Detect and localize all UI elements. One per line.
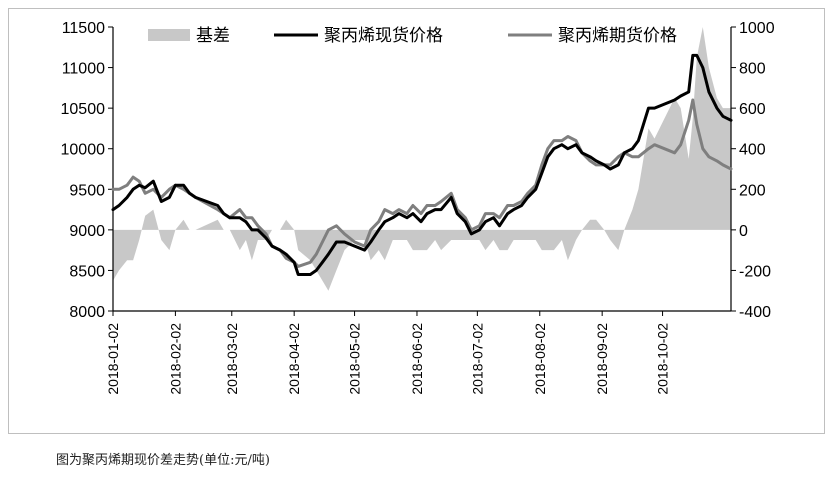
x-tick-label: 2018-04-02 xyxy=(286,323,302,395)
basis-area xyxy=(113,27,731,291)
right-tick-label: 0 xyxy=(739,223,748,240)
basis-area-layer xyxy=(113,27,731,291)
axes-layer: 800085009000950010000105001100011500-400… xyxy=(61,20,775,395)
left-tick-label: 9500 xyxy=(69,182,105,199)
left-tick-label: 8000 xyxy=(69,304,105,321)
left-tick-label: 11500 xyxy=(62,20,105,37)
left-tick-label: 11000 xyxy=(62,61,105,78)
left-tick-label: 10000 xyxy=(61,142,106,159)
chart-frame xyxy=(8,8,825,434)
legend-label-futures: 聚丙烯期货价格 xyxy=(558,26,677,46)
right-tick-label: -200 xyxy=(739,263,771,280)
x-tick-label: 2018-07-02 xyxy=(469,323,485,395)
x-tick-label: 2018-01-02 xyxy=(105,323,121,395)
spot-price-line xyxy=(111,53,733,276)
x-tick-label: 2018-10-02 xyxy=(655,323,671,395)
legend-swatch-basis xyxy=(148,29,190,41)
x-tick-label: 2018-02-02 xyxy=(167,323,183,395)
x-tick-label: 2018-03-02 xyxy=(224,323,240,395)
basis-chart: 800085009000950010000105001100011500-400… xyxy=(61,20,775,395)
legend-label-basis: 基差 xyxy=(196,26,230,46)
left-tick-label: 9000 xyxy=(69,223,105,240)
x-tick-label: 2018-05-02 xyxy=(347,323,363,395)
x-tick-label: 2018-06-02 xyxy=(409,323,425,395)
legend-label-spot: 聚丙烯现货价格 xyxy=(324,26,443,46)
right-tick-label: 600 xyxy=(739,101,766,118)
right-tick-label: 400 xyxy=(739,142,766,159)
price-lines-layer xyxy=(111,53,733,276)
x-tick-label: 2018-09-02 xyxy=(594,323,610,395)
right-tick-label: 200 xyxy=(739,182,766,199)
right-tick-label: 1000 xyxy=(739,20,775,37)
legend: 基差 聚丙烯现货价格 聚丙烯期货价格 xyxy=(148,26,677,46)
left-tick-label: 10500 xyxy=(61,101,106,118)
right-tick-label: 800 xyxy=(739,61,766,78)
chart-caption: 图为聚丙烯期现价差走势(单位:元/吨) xyxy=(56,453,270,468)
x-tick-label: 2018-08-02 xyxy=(532,323,548,395)
right-tick-label: -400 xyxy=(739,304,771,321)
left-tick-label: 8500 xyxy=(69,263,105,280)
